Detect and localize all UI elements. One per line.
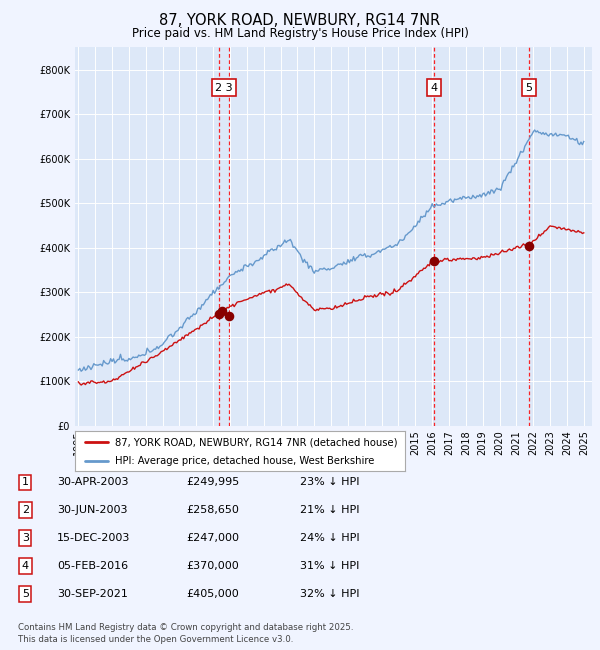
Text: £258,650: £258,650 [186, 505, 239, 515]
Text: 2: 2 [22, 505, 29, 515]
Text: 30-SEP-2021: 30-SEP-2021 [57, 589, 128, 599]
Text: 32% ↓ HPI: 32% ↓ HPI [300, 589, 359, 599]
Text: 1: 1 [22, 477, 29, 488]
Text: 2 3: 2 3 [215, 83, 233, 92]
Text: 15-DEC-2003: 15-DEC-2003 [57, 533, 130, 543]
Text: 87, YORK ROAD, NEWBURY, RG14 7NR (detached house): 87, YORK ROAD, NEWBURY, RG14 7NR (detach… [115, 437, 397, 447]
Point [224, 311, 234, 321]
Text: 21% ↓ HPI: 21% ↓ HPI [300, 505, 359, 515]
Text: HPI: Average price, detached house, West Berkshire: HPI: Average price, detached house, West… [115, 456, 374, 466]
Text: 24% ↓ HPI: 24% ↓ HPI [300, 533, 359, 543]
Text: Contains HM Land Registry data © Crown copyright and database right 2025.
This d: Contains HM Land Registry data © Crown c… [18, 623, 353, 644]
Point [429, 256, 439, 266]
Text: £370,000: £370,000 [186, 561, 239, 571]
Text: 30-JUN-2003: 30-JUN-2003 [57, 505, 128, 515]
Text: 05-FEB-2016: 05-FEB-2016 [57, 561, 128, 571]
Text: 30-APR-2003: 30-APR-2003 [57, 477, 128, 488]
Text: 3: 3 [22, 533, 29, 543]
Text: £247,000: £247,000 [186, 533, 239, 543]
Text: 5: 5 [22, 589, 29, 599]
Text: 23% ↓ HPI: 23% ↓ HPI [300, 477, 359, 488]
Point [214, 309, 224, 320]
Text: 31% ↓ HPI: 31% ↓ HPI [300, 561, 359, 571]
Point [217, 306, 226, 316]
Text: £405,000: £405,000 [186, 589, 239, 599]
Text: £249,995: £249,995 [186, 477, 239, 488]
Text: Price paid vs. HM Land Registry's House Price Index (HPI): Price paid vs. HM Land Registry's House … [131, 27, 469, 40]
Text: 4: 4 [430, 83, 437, 92]
Text: 5: 5 [526, 83, 533, 92]
Point [524, 240, 534, 251]
Text: 4: 4 [22, 561, 29, 571]
Text: 87, YORK ROAD, NEWBURY, RG14 7NR: 87, YORK ROAD, NEWBURY, RG14 7NR [160, 13, 440, 28]
